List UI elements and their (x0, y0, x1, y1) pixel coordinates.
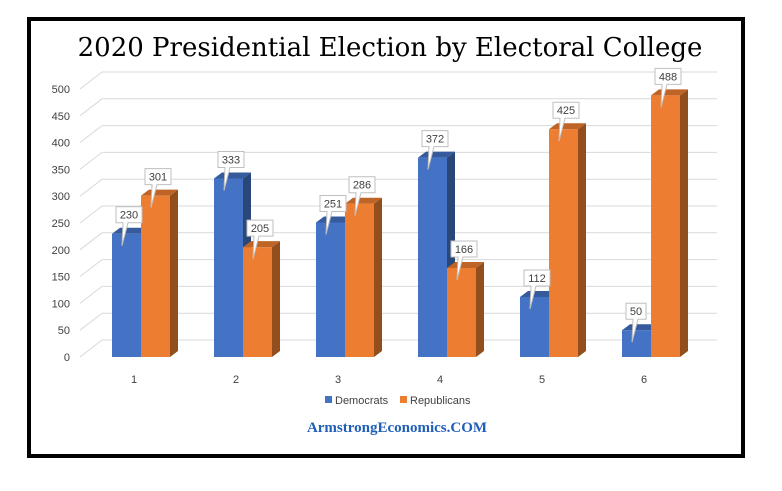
bar-republicans-5 (549, 129, 578, 357)
bar-side-republicans-6 (680, 89, 688, 357)
bar-democrats-3 (316, 222, 345, 357)
bar-top-democrats-2 (214, 172, 251, 179)
data-label-callout (115, 206, 143, 246)
gridline (79, 71, 717, 90)
x-tick-label: 4 (437, 374, 443, 386)
bar-top-democrats-4 (418, 151, 455, 158)
data-label-callout (625, 302, 647, 343)
bar-top-democrats-6 (622, 324, 659, 331)
gridline (79, 339, 717, 358)
data-label-callout (552, 101, 580, 142)
data-label-callout (421, 130, 449, 170)
data-label: 50 (630, 306, 642, 318)
bar-top-republicans-5 (549, 123, 586, 130)
data-label: 425 (557, 105, 575, 117)
y-tick-label: 450 (52, 111, 70, 123)
gridline (79, 259, 717, 277)
legend-label-republicans: Republicans (410, 395, 471, 407)
y-tick-label: 0 (64, 352, 70, 364)
y-tick-label: 150 (52, 272, 70, 284)
data-label: 251 (324, 198, 342, 210)
data-label: 488 (659, 71, 677, 83)
y-tick-label: 200 (52, 245, 70, 257)
bar-side-republicans-4 (476, 262, 484, 357)
data-label: 112 (528, 273, 546, 285)
data-label-callout (319, 194, 347, 235)
data-label: 205 (251, 223, 269, 235)
legend: Democrats Republicans (325, 395, 471, 407)
data-label: 286 (353, 180, 371, 192)
data-label: 166 (455, 244, 473, 256)
bar-layer (112, 89, 688, 357)
y-tick-label: 50 (58, 325, 70, 337)
gridline (79, 98, 717, 117)
bar-side-republicans-1 (170, 189, 178, 357)
legend-label-democrats: Democrats (335, 395, 389, 407)
bar-top-republicans-6 (651, 89, 688, 96)
bar-top-republicans-2 (243, 241, 280, 248)
bar-republicans-2 (243, 247, 272, 357)
bar-top-democrats-1 (112, 227, 149, 234)
x-axis-ticks: 1 2 3 4 5 6 (131, 374, 647, 386)
x-tick-label: 6 (641, 374, 647, 386)
x-tick-label: 5 (539, 374, 545, 386)
data-label-callout (523, 269, 551, 310)
y-tick-label: 250 (52, 218, 70, 230)
data-label-callout (144, 168, 172, 208)
y-tick-label: 350 (52, 164, 70, 176)
grid-layer (79, 71, 717, 358)
bar-top-democrats-3 (316, 216, 353, 223)
y-tick-label: 400 (52, 138, 70, 150)
data-label: 372 (426, 134, 444, 146)
gridline (79, 285, 717, 304)
gridline (79, 205, 717, 224)
bar-democrats-6 (622, 330, 651, 357)
gridline (79, 151, 717, 170)
bar-top-democrats-5 (520, 290, 557, 297)
bar-democrats-2 (214, 178, 243, 357)
bar-side-republicans-5 (578, 123, 586, 357)
x-tick-label: 2 (233, 374, 239, 386)
bar-side-republicans-2 (272, 241, 280, 357)
data-label: 333 (222, 155, 240, 167)
legend-swatch-democrats (325, 396, 332, 403)
bar-democrats-4 (418, 157, 447, 357)
data-labels: 230 301 333 205 251 286 372 166 112 425 50 488 (115, 67, 682, 343)
data-label-callout (450, 240, 478, 281)
y-tick-label: 100 (52, 298, 70, 310)
data-label: 230 (120, 210, 138, 222)
data-label-callout (348, 176, 376, 216)
x-tick-label: 3 (335, 374, 341, 386)
data-label-callout (217, 151, 245, 191)
bar-republicans-3 (345, 203, 374, 357)
legend-swatch-republicans (400, 396, 407, 403)
gridline (79, 125, 717, 143)
bar-democrats-5 (520, 296, 549, 357)
bar-side-republicans-3 (374, 197, 382, 357)
bar-republicans-6 (651, 95, 680, 357)
gridline (79, 232, 717, 251)
bar-top-republicans-3 (345, 197, 382, 204)
y-tick-label: 300 (52, 191, 70, 203)
data-label-callout (246, 219, 274, 260)
bar-top-republicans-1 (141, 189, 178, 196)
watermark-text: ArmstrongEconomics.COM (307, 420, 487, 436)
bar-democrats-1 (112, 233, 141, 357)
bar-republicans-4 (447, 268, 476, 357)
y-axis-ticks: 0 50 100 150 200 250 300 350 400 450 500 (52, 84, 70, 364)
data-label: 301 (149, 172, 167, 184)
chart-title: 2020 Presidential Election by Electoral … (78, 33, 703, 63)
data-label-callout (654, 67, 682, 108)
bar-top-republicans-4 (447, 262, 484, 269)
gridline (79, 178, 717, 197)
bar-republicans-1 (141, 195, 170, 357)
x-tick-label: 1 (131, 374, 137, 386)
gridline (79, 312, 717, 331)
y-tick-label: 500 (52, 84, 70, 96)
